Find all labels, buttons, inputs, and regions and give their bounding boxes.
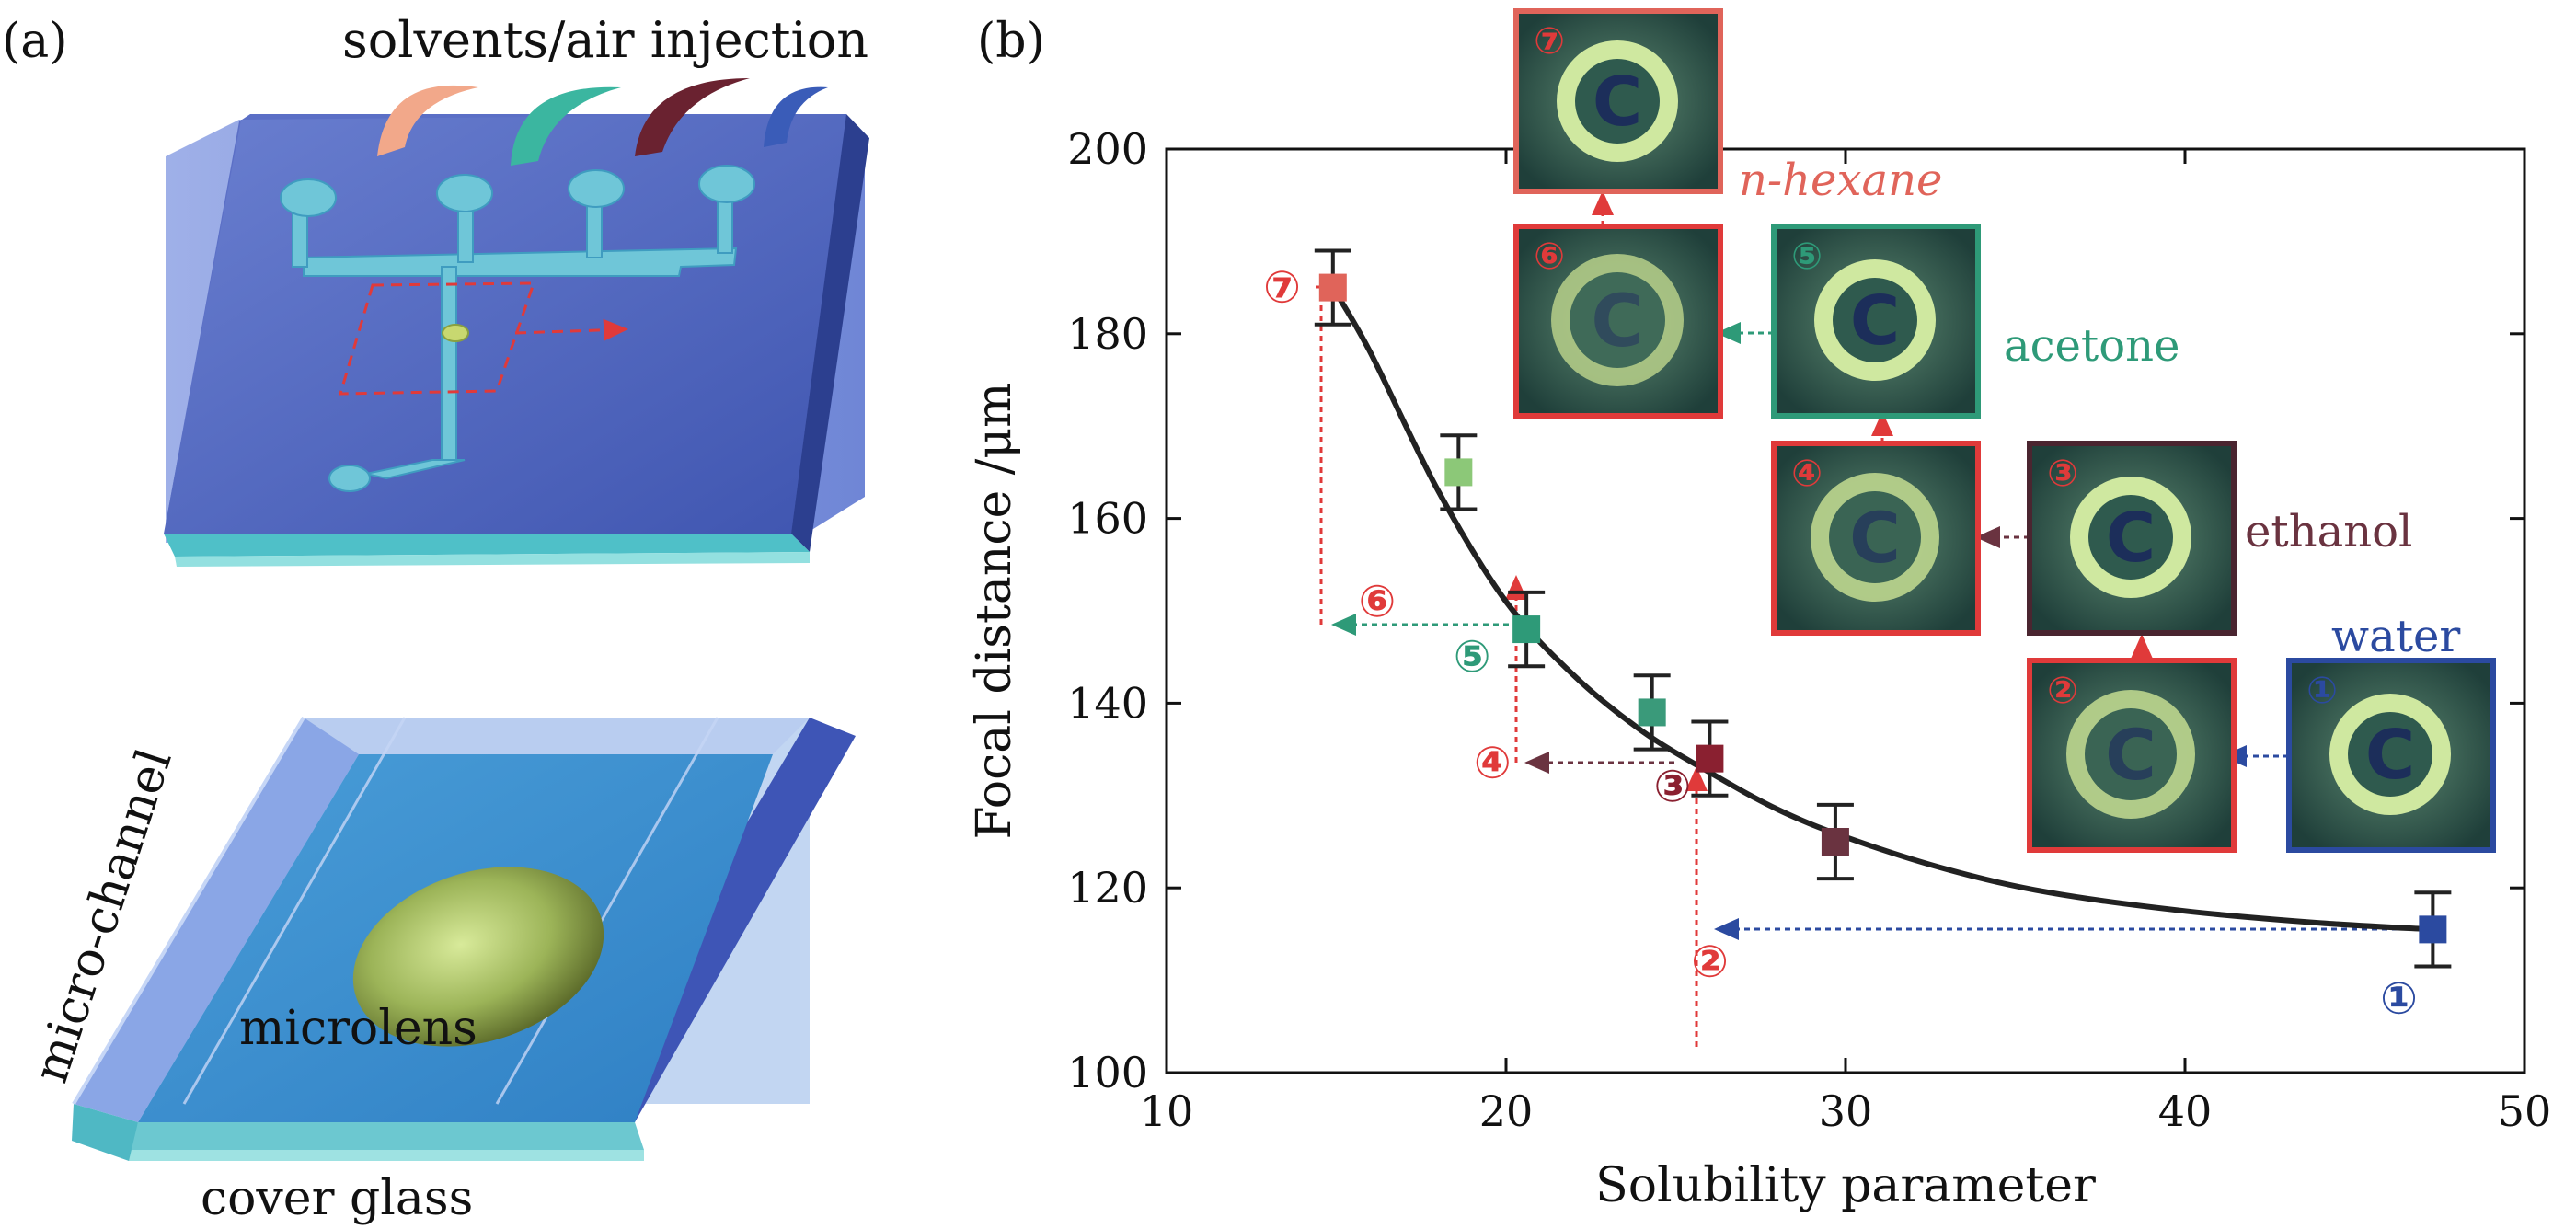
x-tick-label: 50 — [2498, 1086, 2552, 1136]
inset-3: C ③ — [2027, 441, 2237, 636]
fit-curve — [1330, 286, 2433, 933]
data-point — [1816, 802, 1854, 881]
inset-number-4: ④ — [1791, 453, 1823, 495]
annotation-number: ⑤ — [1454, 631, 1491, 683]
panel-b-label: (b) — [977, 14, 1045, 69]
svg-text:C: C — [1591, 281, 1643, 363]
microlens-label: microlens — [239, 1001, 477, 1056]
y-tick-label: 100 — [1067, 1048, 1148, 1097]
panel-a-label: (a) — [2, 14, 68, 69]
x-tick-label: 30 — [1819, 1086, 1873, 1136]
data-point — [1440, 433, 1478, 511]
point-annotation: ⑥ — [1358, 576, 1396, 627]
svg-text:C: C — [2106, 499, 2156, 578]
y-axis: 100 120 140 160 180 200 — [1067, 124, 2524, 1097]
inset-7: C ⑦ — [1513, 8, 1723, 194]
x-tick-label: 20 — [1479, 1086, 1534, 1136]
y-tick-label: 160 — [1067, 494, 1148, 544]
y-axis-title: Focal distance /μm — [967, 383, 1022, 840]
data-point — [1314, 248, 1351, 327]
inset-number-3: ③ — [2047, 453, 2078, 495]
point-marker — [1318, 273, 1347, 302]
cover-glass-label: cover glass — [201, 1171, 473, 1226]
point-annotation: ⑦ — [1263, 262, 1301, 314]
data-point — [1508, 590, 1546, 669]
annotation-number: ④ — [1474, 738, 1512, 789]
label-n-hexane: n-hexane — [1739, 155, 1942, 206]
inset-2: C ② — [2027, 658, 2237, 853]
label-water: water — [2331, 611, 2460, 662]
data-point — [1633, 673, 1671, 752]
point-marker — [2419, 915, 2447, 944]
point-marker — [1696, 744, 1724, 773]
point-marker — [1821, 828, 1849, 856]
svg-text:C: C — [2365, 716, 2415, 795]
x-axis: 10 20 30 40 50 — [1140, 149, 2552, 1136]
point-annotation: ③ — [1653, 761, 1691, 812]
svg-text:C: C — [1850, 281, 1900, 361]
inset-6: C ⑥ — [1513, 224, 1723, 419]
inset-number-6: ⑥ — [1534, 235, 1565, 278]
point-marker — [1444, 458, 1473, 487]
data-point — [1691, 719, 1729, 798]
annotation-number: ⑦ — [1263, 262, 1301, 314]
point-annotations: ① ② ③ ④ ⑤ ⑥ ⑦ — [1263, 262, 2418, 1025]
inset-4: C ④ — [1771, 441, 1981, 636]
y-tick-label: 200 — [1067, 124, 1148, 174]
panel-b: (b) 100 120 140 160 180 200 10 20 30 40 50 Solubi… — [967, 8, 2552, 1213]
y-tick-label: 120 — [1067, 863, 1148, 913]
inset-1: C ① — [2286, 658, 2496, 853]
svg-text:C: C — [1849, 497, 1901, 579]
inset-number-1: ① — [2306, 670, 2338, 712]
x-tick-label: 10 — [1140, 1086, 1194, 1136]
microfluidic-chip — [164, 78, 869, 567]
x-tick-label: 40 — [2158, 1086, 2213, 1136]
annotation-number: ⑥ — [1358, 576, 1396, 627]
microlens-droplet — [352, 867, 604, 1047]
point-marker — [1512, 615, 1541, 644]
data-points — [1314, 248, 2452, 969]
svg-text:C: C — [2105, 714, 2156, 796]
label-ethanol: ethanol — [2245, 506, 2412, 557]
label-acetone: acetone — [2004, 320, 2179, 372]
micro-channel-chamber — [72, 716, 856, 1161]
inset-number-2: ② — [2047, 670, 2078, 712]
inset-number-7: ⑦ — [1534, 20, 1565, 63]
annotation-number: ② — [1691, 936, 1729, 988]
inset-number-5: ⑤ — [1791, 235, 1823, 278]
x-axis-title: Solubility parameter — [1595, 1158, 2096, 1213]
point-annotation: ① — [2380, 973, 2418, 1025]
annotation-number: ① — [2380, 973, 2418, 1025]
focus-insets: C ⑦ C ⑥ C ⑤ C ④ — [1513, 8, 2496, 853]
point-annotation: ④ — [1474, 738, 1512, 789]
point-marker — [1638, 698, 1666, 727]
point-annotation: ⑤ — [1454, 631, 1491, 683]
point-annotation: ② — [1691, 936, 1729, 988]
y-tick-label: 140 — [1067, 678, 1148, 728]
svg-text:C: C — [1593, 63, 1642, 142]
annotation-number: ③ — [1653, 761, 1691, 812]
data-point — [2414, 890, 2452, 969]
y-tick-label: 180 — [1067, 309, 1148, 359]
injection-label: solvents/air injection — [342, 11, 868, 69]
panel-a: (a) solvents/air injection — [2, 11, 869, 1226]
inset-5: C ⑤ — [1771, 224, 1981, 419]
